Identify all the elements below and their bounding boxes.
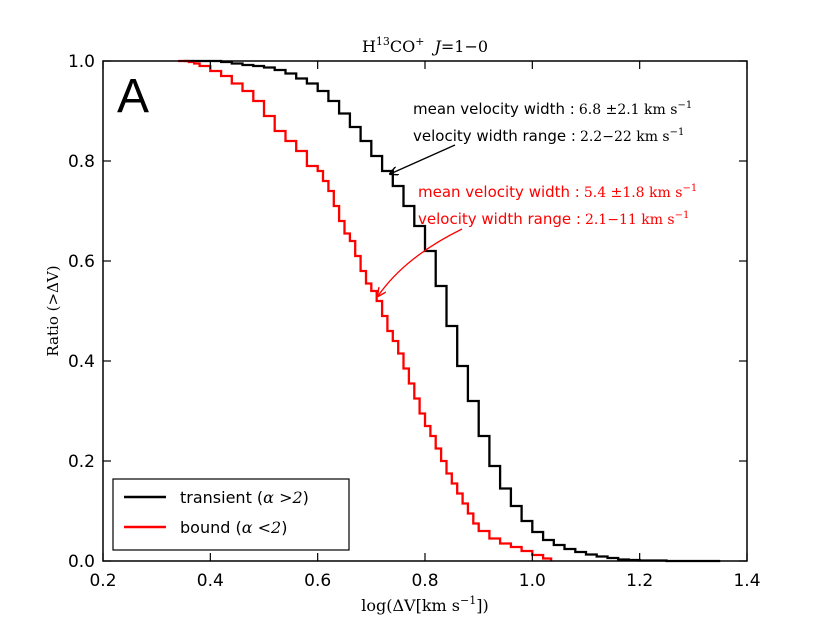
xlabel-suffix: ]) [476, 596, 488, 615]
x-tick-label: 0.8 [411, 571, 438, 591]
panel-label: A [117, 70, 149, 123]
x-tick-label: 0.2 [89, 571, 116, 591]
ticks-layer: 0.2 0.4 0.6 0.8 1.0 1.2 1.40.00.20.40.60.81.0 [68, 52, 761, 591]
anno-b-l1-exp: −1 [682, 183, 697, 194]
title-j: J [431, 37, 442, 56]
anno-b-l2-text: velocity width range : [418, 210, 581, 228]
legend-t-label: transient ( [180, 488, 263, 507]
y-tick-label: 0.8 [68, 152, 95, 172]
title-sup: 13 [376, 35, 390, 48]
anno-t-l2-math: 2.2−22 km s [580, 129, 670, 145]
anno-b-l1-text: mean velocity width : [418, 183, 580, 201]
title-j-value: =1−0 [441, 37, 488, 56]
xlabel-prefix: log(ΔV[km s [361, 596, 460, 615]
title-co: CO [390, 37, 415, 56]
anno-b-l2-exp: −1 [675, 210, 690, 221]
legend: transient (α >2) bound (α <2) [112, 478, 350, 551]
series-layer [178, 59, 721, 563]
y-tick-label: 0.2 [68, 452, 95, 472]
anno-b-l1-math: 5.4 ±1.8 km s [584, 185, 683, 201]
legend-b-math: α <2 [242, 518, 281, 537]
y-tick-label: 0.4 [68, 352, 95, 372]
y-tick-label: 1.0 [68, 52, 95, 72]
annotation-bound-line2: velocity width range :2.1−11 km s−1 [418, 210, 689, 228]
series-line-transient [183, 59, 721, 563]
anno-t-l1-text: mean velocity width : [413, 100, 575, 118]
legend-box [112, 478, 350, 551]
anno-t-l2-text: velocity width range : [413, 127, 576, 145]
xlabel-exp: −1 [460, 594, 476, 607]
chart-title: H13CO+ J=1−0 [362, 35, 488, 56]
x-tick-label: 1.0 [519, 571, 546, 591]
x-tick-label: 0.4 [197, 571, 224, 591]
anno-t-l1-math: 6.8 ±2.1 km s [579, 102, 678, 118]
legend-t-close: ) [303, 488, 309, 507]
annotation-bound-arrow [378, 228, 463, 296]
annotation-transient-arrow [390, 144, 456, 174]
legend-label-bound: bound (α <2) [180, 518, 287, 537]
anno-t-l2-exp: −1 [670, 127, 685, 138]
y-tick-label: 0.6 [68, 252, 95, 272]
legend-b-close: ) [281, 518, 287, 537]
anno-b-l2-math: 2.1−11 km s [585, 212, 675, 228]
annotation-bound-line1: mean velocity width :5.4 ±1.8 km s−1 [418, 183, 697, 201]
x-axis-label: log(ΔV[km s−1]) [361, 594, 488, 615]
title-sup2: + [415, 35, 424, 48]
plot-frame [102, 60, 748, 562]
legend-label-transient: transient (α >2) [180, 488, 309, 507]
y-axis-label: Ratio (>ΔV) [44, 265, 62, 356]
title-h: H [362, 37, 376, 56]
x-tick-label: 1.4 [733, 571, 760, 591]
annotation-transient-line1: mean velocity width :6.8 ±2.1 km s−1 [413, 100, 692, 118]
series-line-bound [178, 59, 553, 561]
x-tick-label: 0.6 [304, 571, 331, 591]
anno-t-l1-exp: −1 [677, 100, 692, 111]
legend-t-math: α >2 [263, 488, 302, 507]
x-tick-label: 1.2 [626, 571, 653, 591]
legend-b-label: bound ( [180, 518, 242, 537]
annotation-transient-line2: velocity width range :2.2−22 km s−1 [413, 127, 684, 145]
y-tick-label: 0.0 [68, 552, 95, 572]
